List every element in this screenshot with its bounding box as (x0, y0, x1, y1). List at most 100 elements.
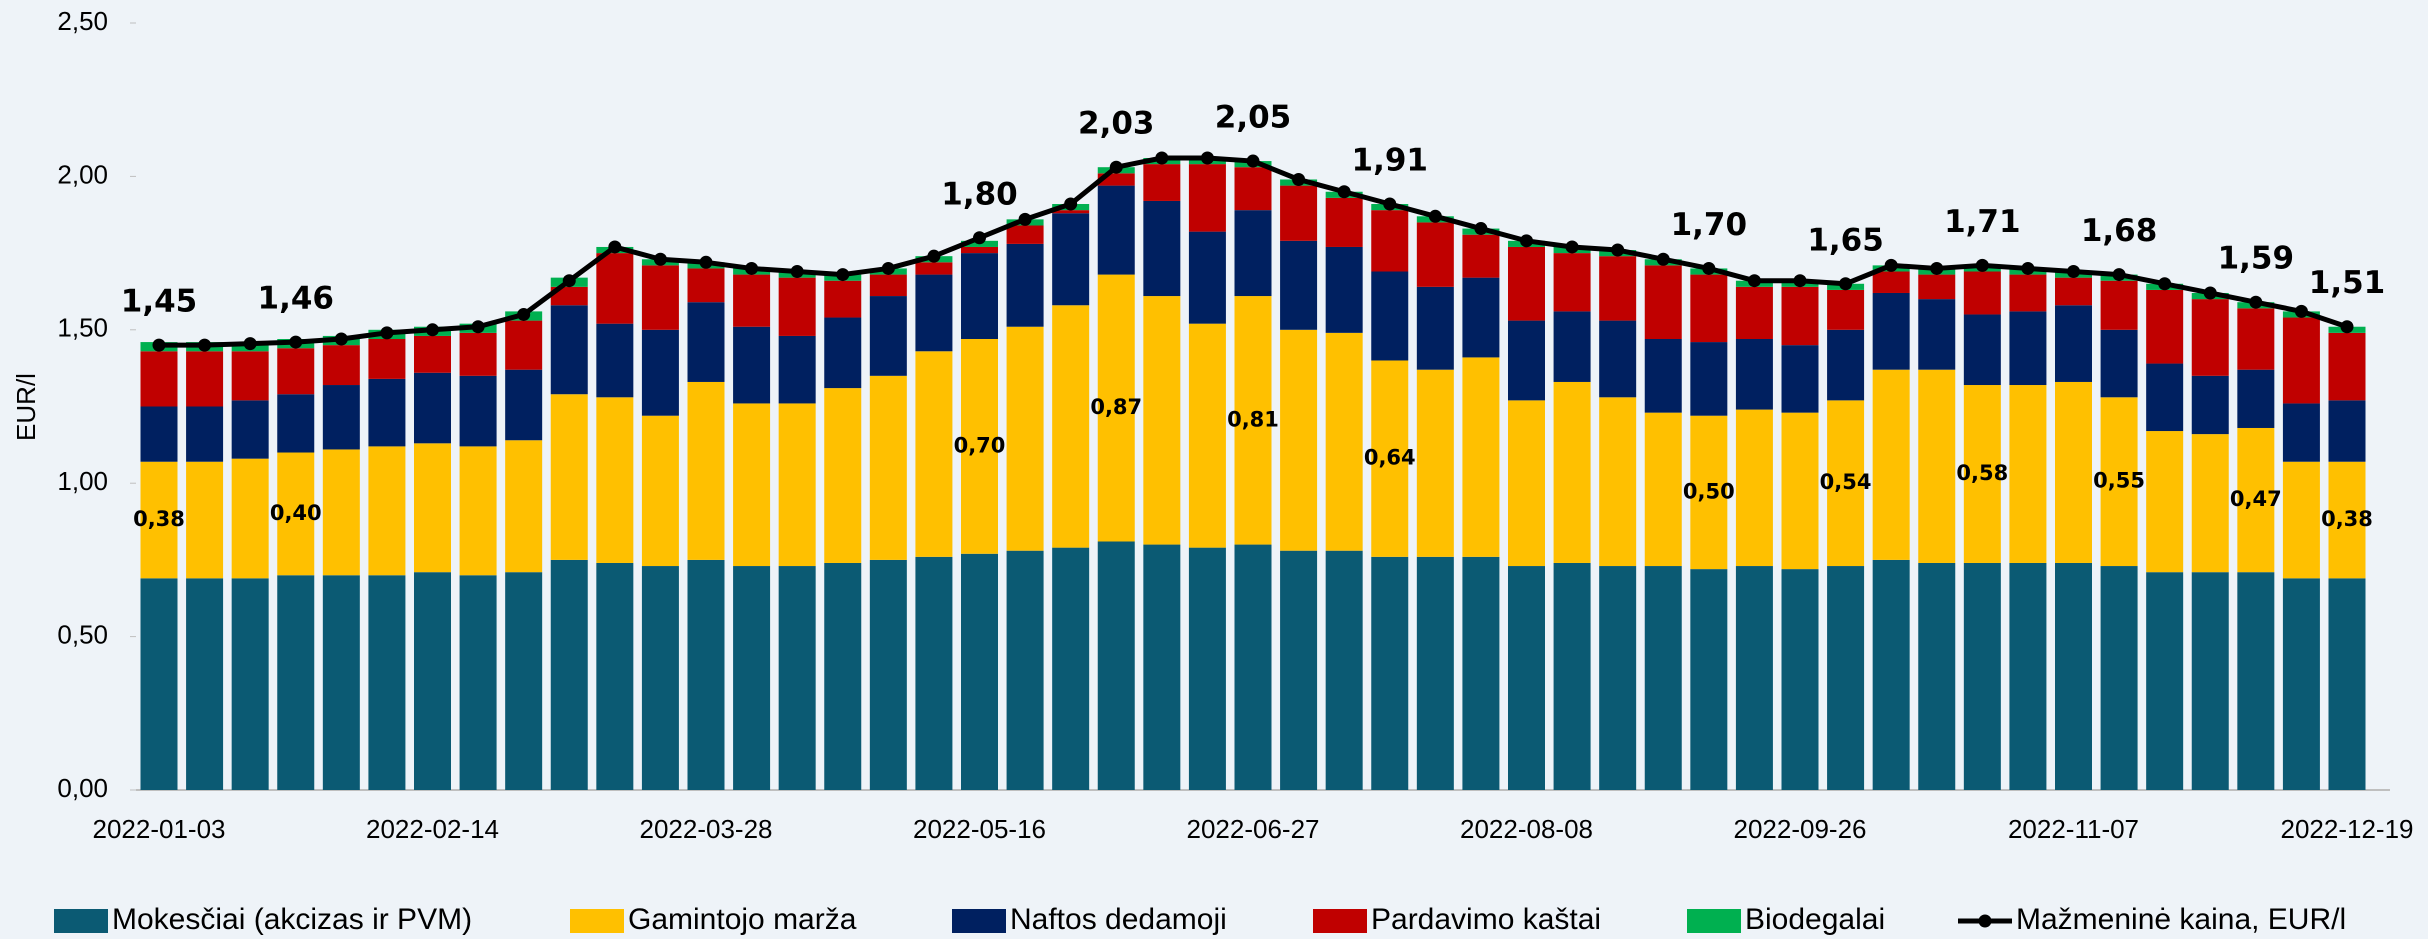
bar-segment (915, 351, 953, 557)
bar-segment (687, 268, 725, 303)
price-label: 1,91 (1352, 143, 1429, 179)
bar-segment (961, 339, 998, 554)
price-dot (699, 255, 713, 269)
bar-segment (733, 403, 771, 567)
bar-segment (1371, 360, 1409, 557)
bar-segment (414, 372, 451, 444)
bar-segment (277, 348, 315, 395)
bar-segment (733, 326, 771, 404)
bar-segment (1097, 274, 1135, 542)
bar-segment (1872, 271, 1910, 293)
bar-segment (1690, 342, 1728, 416)
bar-segment (414, 335, 451, 373)
price-dot (1292, 172, 1306, 186)
bar-segment (1644, 566, 1682, 790)
price-label: 1,59 (2218, 241, 2295, 277)
bar-segment (687, 381, 725, 560)
price-dot (1565, 240, 1579, 254)
bar-segment (1234, 167, 1272, 211)
bar-segment (2328, 332, 2366, 401)
bar-segment (1963, 562, 2001, 790)
bar-segment (869, 296, 907, 376)
x-tick-label: 2022-01-03 (93, 814, 226, 844)
legend-swatch (1687, 909, 1741, 933)
price-label: 1,46 (258, 281, 335, 317)
bar-segment (1599, 256, 1637, 321)
bar-segment (231, 351, 269, 401)
bar-segment (1371, 271, 1409, 361)
bar-segment (1735, 566, 1773, 790)
segment-label: 0,47 (2230, 487, 2282, 511)
y-axis-label: EUR/l (11, 373, 41, 441)
bar-segment (1872, 559, 1910, 790)
bar-segment (1416, 556, 1454, 790)
bar-segment (961, 253, 998, 340)
bar-segment (2237, 369, 2275, 428)
bar-segment (1052, 547, 1090, 790)
bar-segment (1006, 225, 1044, 244)
price-label: 1,51 (2309, 265, 2386, 301)
price-dot (2294, 304, 2308, 318)
bar-segment (2328, 578, 2366, 790)
price-dot (881, 261, 895, 275)
bar-segment (368, 339, 406, 379)
bar-segment (1508, 320, 1545, 401)
bar-segment (1416, 369, 1454, 557)
bar-segment (2055, 562, 2092, 790)
price-label: 2,03 (1078, 106, 1155, 142)
bar-segment (368, 378, 406, 447)
bar-segment (2146, 289, 2184, 364)
bar-segment (1827, 289, 1865, 330)
segment-label: 0,58 (1956, 461, 2008, 485)
bar-segment (2191, 434, 2229, 573)
bar-segment (915, 556, 953, 790)
y-tick-label: 0,50 (57, 619, 108, 649)
price-dot (426, 323, 439, 337)
bar-segment (459, 446, 497, 576)
price-dot (471, 320, 485, 334)
segment-label: 0,55 (2093, 469, 2145, 493)
bar-segment (1644, 265, 1682, 340)
bar-segment (368, 575, 406, 790)
bar-segment (2191, 572, 2229, 790)
price-label: 1,70 (1671, 207, 1748, 243)
segment-label: 0,50 (1683, 479, 1735, 503)
y-tick-label: 2,00 (57, 159, 108, 189)
price-label: 1,68 (2081, 213, 2158, 249)
bar-segment (1781, 286, 1819, 346)
bar-segment (824, 317, 862, 389)
bar-segment (1963, 271, 2001, 315)
bar-segment (1234, 296, 1272, 545)
segment-label: 0,40 (270, 501, 322, 525)
bar-segment (1325, 197, 1363, 247)
bar-segment (1325, 332, 1363, 551)
price-dot (1747, 274, 1761, 288)
bar-segment (1918, 562, 1956, 790)
y-tick-label: 1,00 (57, 466, 108, 496)
bar-segment (459, 375, 497, 447)
price-dot (1474, 222, 1488, 236)
bar-segment (1553, 311, 1591, 382)
bar-segment (1599, 320, 1637, 398)
legend-swatch (54, 909, 108, 933)
bar-segment (1827, 400, 1865, 567)
bar-segment (2191, 375, 2229, 435)
bar-segment (2100, 329, 2138, 398)
legend-dot (1978, 914, 1992, 928)
bar-segment (1690, 569, 1728, 790)
bar-segment (596, 253, 634, 324)
bar-segment (140, 351, 178, 407)
price-dot (1702, 261, 1716, 275)
bar-segment (2282, 578, 2320, 790)
bar-segment (596, 397, 634, 563)
bar-segment (2009, 274, 2047, 312)
bar-segment (505, 440, 543, 573)
bar-segment (2282, 403, 2320, 462)
bar-segment (641, 265, 679, 330)
segment-label: 0,81 (1227, 407, 1279, 431)
price-dot (1839, 277, 1853, 291)
bar-segment (550, 559, 588, 790)
bar-segment (1781, 345, 1819, 413)
price-dot (2340, 320, 2354, 334)
bar-segment (2009, 385, 2047, 563)
